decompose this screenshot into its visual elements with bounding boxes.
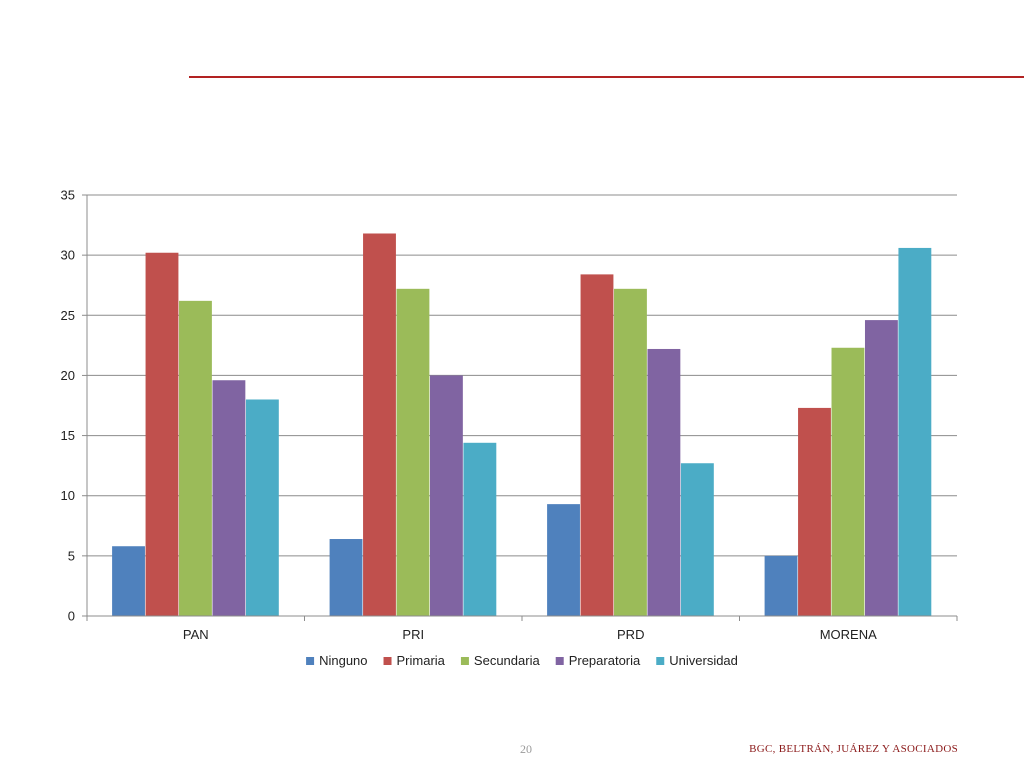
axes [82,194,958,621]
bar-preparatoria-prd [647,348,681,616]
y-tick-label: 35 [61,188,75,203]
bar-ninguno-morena [764,555,798,616]
y-tick-labels: 0 5 10 15 20 25 30 35 [61,188,75,624]
bar-primaria-prd [580,274,614,616]
bar-ninguno-pan [112,546,145,616]
bar-primaria-pan [145,252,179,617]
x-tick-labels: PAN PRI PRD MORENA [183,627,877,642]
bar-universidad-morena [898,247,932,616]
x-tick-label: PRD [617,627,644,642]
legend-swatch-universidad [656,657,665,665]
y-tick-label: 15 [61,428,75,443]
bar-ninguno-prd [547,504,580,616]
x-tick-label: MORENA [820,627,877,642]
legend-label-secundaria: Secundaria [474,653,541,668]
bar-secundaria-pri [396,288,430,616]
y-tick-label: 5 [68,548,75,563]
bar-secundaria-prd [614,288,647,616]
bar-primaria-morena [798,407,831,616]
bar-ninguno-pri [329,539,363,616]
x-tick-label: PAN [183,627,209,642]
bar-universidad-pri [463,442,497,616]
legend-label-universidad: Universidad [669,653,738,668]
x-tick-label: PRI [402,627,424,642]
legend: Ninguno Primaria Secundaria Preparatoria Uni… [306,653,738,668]
y-tick-label: 10 [61,488,75,503]
legend-label-primaria: Primaria [397,653,446,668]
bar-universidad-prd [680,463,714,616]
title-divider-rule [189,76,1024,78]
legend-swatch-ninguno [306,657,315,665]
bar-secundaria-morena [831,347,865,616]
page-number: 20 [520,742,532,756]
bar-primaria-pri [363,233,396,617]
bars [112,233,932,617]
bar-preparatoria-pri [429,375,463,616]
y-tick-label: 20 [61,368,75,383]
legend-label-preparatoria: Preparatoria [569,653,641,668]
legend-swatch-secundaria [460,657,469,665]
y-tick-label: 25 [61,308,75,323]
footer-credit: BGC, BELTRÁN, JUÁREZ Y ASOCIADOS [749,743,958,755]
bar-preparatoria-pan [212,380,246,616]
y-tick-label: 0 [68,609,75,624]
legend-swatch-primaria [383,657,392,665]
bar-secundaria-pan [179,300,212,616]
y-tick-label: 30 [61,248,75,263]
legend-label-ninguno: Ninguno [319,653,367,668]
legend-swatch-preparatoria [555,657,564,665]
bar-universidad-pan [245,399,279,616]
bar-preparatoria-morena [864,320,898,616]
